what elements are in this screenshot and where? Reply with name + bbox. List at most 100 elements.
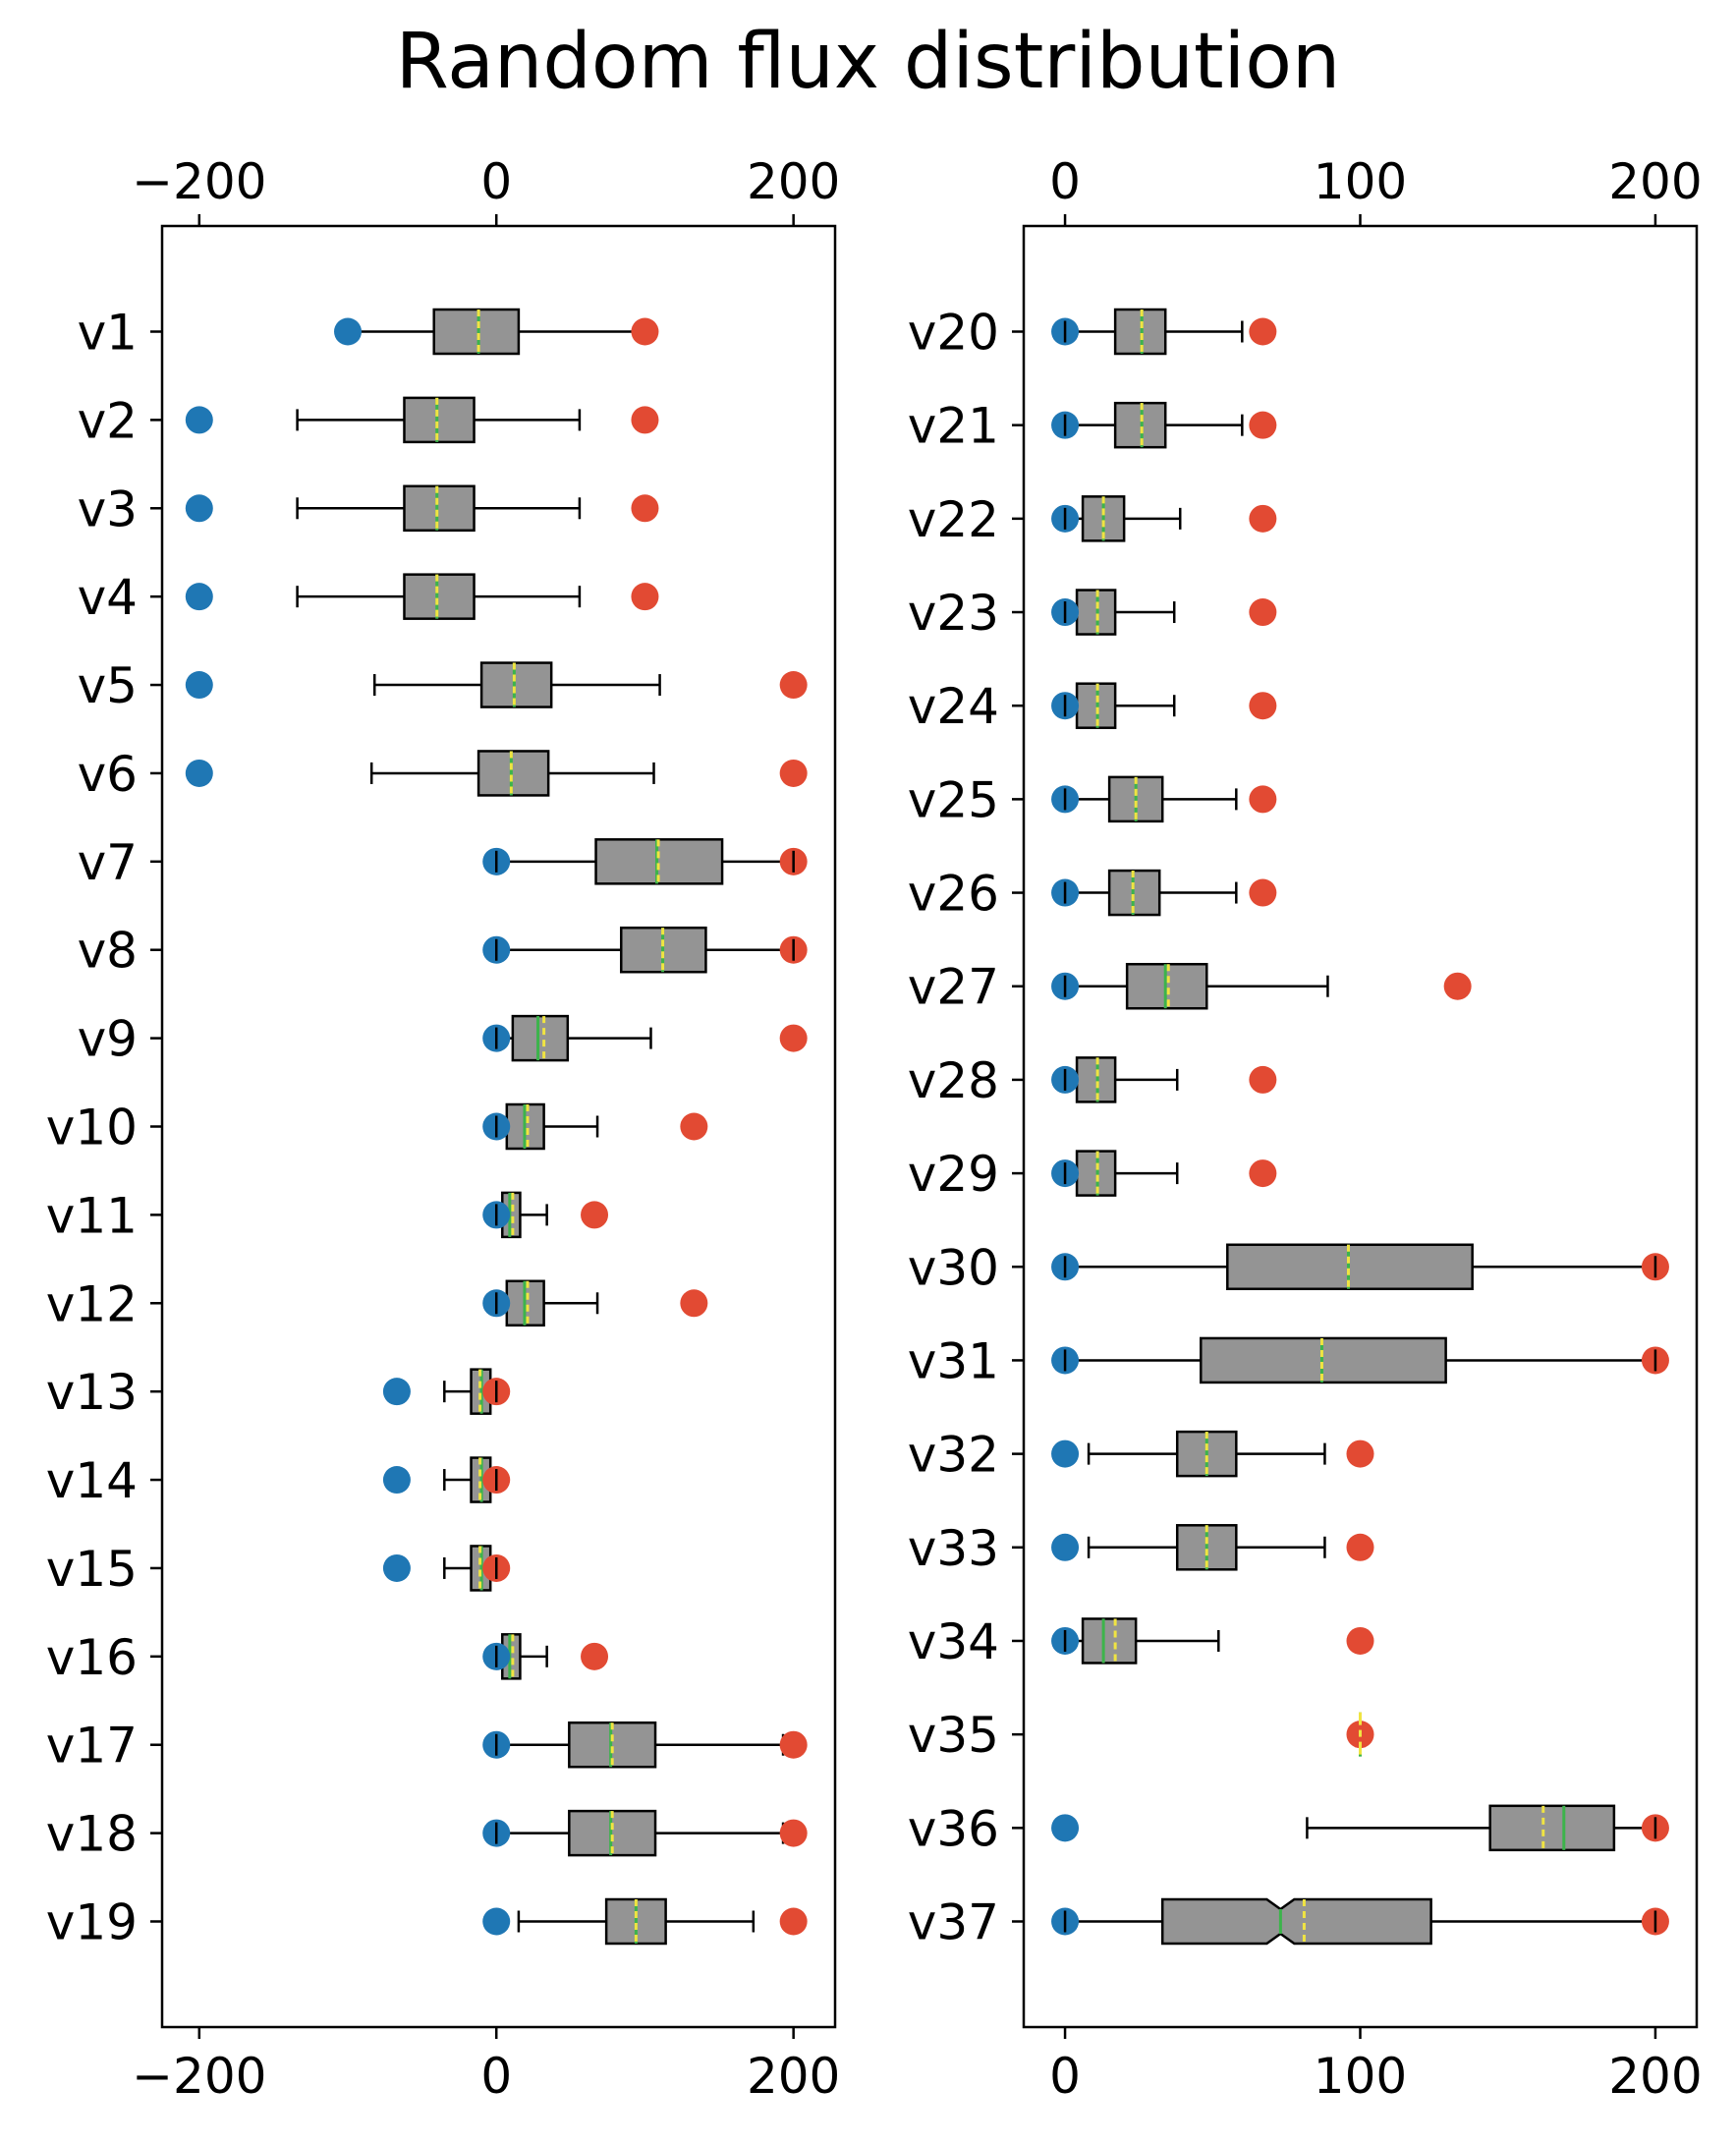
- min-marker: [1051, 1814, 1080, 1842]
- y-tick-label: v33: [908, 1520, 999, 1577]
- box: [403, 573, 476, 620]
- max-marker: [779, 1819, 808, 1847]
- box: [1081, 1617, 1138, 1665]
- y-tick-label: v29: [908, 1146, 999, 1203]
- box: [432, 308, 521, 356]
- y-tick-label: v12: [46, 1275, 138, 1332]
- box: [1226, 1243, 1474, 1291]
- x-tick-label-top: −200: [132, 153, 266, 210]
- y-tick-label: v15: [46, 1541, 138, 1598]
- box: [403, 396, 476, 444]
- y-tick-label: v7: [78, 834, 138, 891]
- min-marker: [185, 759, 213, 787]
- box: [1075, 589, 1117, 636]
- box: [1113, 308, 1167, 356]
- box: [1113, 401, 1167, 449]
- x-tick-label-top: 200: [1608, 153, 1702, 210]
- box: [511, 1014, 570, 1062]
- x-tick-label-top: 100: [1314, 153, 1407, 210]
- box: [1160, 1897, 1432, 1946]
- y-tick-label: v22: [908, 491, 999, 548]
- max-marker: [1346, 1626, 1374, 1655]
- max-marker: [1249, 598, 1277, 627]
- max-marker: [631, 583, 659, 611]
- y-tick-label: v36: [908, 1800, 999, 1857]
- min-marker: [482, 1907, 511, 1936]
- min-marker: [382, 1466, 411, 1495]
- y-tick-label: v18: [46, 1806, 138, 1863]
- y-tick-label: v14: [46, 1452, 138, 1509]
- max-marker: [581, 1201, 609, 1229]
- y-tick-label: v35: [908, 1707, 999, 1764]
- x-tick-label-bottom: 100: [1314, 2048, 1407, 2105]
- y-tick-label: v34: [908, 1613, 999, 1670]
- max-marker: [631, 406, 659, 434]
- y-tick-label: v17: [46, 1718, 138, 1775]
- max-marker: [1249, 878, 1277, 907]
- box: [1125, 962, 1208, 1010]
- max-marker: [779, 1907, 808, 1936]
- max-marker: [779, 759, 808, 787]
- x-tick-label-top: 0: [1049, 153, 1081, 210]
- x-tick-label-top: 0: [480, 153, 512, 210]
- min-marker: [1051, 1533, 1080, 1561]
- y-tick-label: v30: [908, 1239, 999, 1296]
- y-tick-label: v24: [908, 678, 999, 735]
- y-tick-label: v3: [78, 480, 138, 537]
- max-marker: [1249, 504, 1277, 533]
- max-marker: [1249, 785, 1277, 814]
- y-tick-label: v37: [908, 1894, 999, 1951]
- chart-title: Random flux distribution: [395, 18, 1341, 106]
- y-tick-label: v25: [908, 771, 999, 828]
- min-marker: [185, 671, 213, 700]
- x-tick-label-bottom: 200: [1608, 2048, 1702, 2105]
- y-tick-label: v2: [78, 392, 138, 449]
- max-marker: [1346, 1533, 1374, 1561]
- max-marker: [680, 1112, 708, 1141]
- x-tick-label-bottom: 0: [480, 2048, 512, 2105]
- max-marker: [1249, 1065, 1277, 1094]
- max-marker: [1346, 1439, 1374, 1468]
- box: [1075, 682, 1117, 729]
- y-tick-label: v28: [908, 1052, 999, 1109]
- min-marker: [382, 1553, 411, 1582]
- x-tick-label-bottom: −200: [132, 2048, 266, 2105]
- y-tick-label: v4: [78, 569, 138, 626]
- box: [1075, 1056, 1117, 1103]
- y-tick-label: v8: [78, 923, 138, 980]
- max-marker: [779, 671, 808, 700]
- box: [476, 750, 550, 797]
- y-tick-label: v9: [78, 1011, 138, 1068]
- box: [479, 661, 553, 708]
- y-tick-label: v26: [908, 866, 999, 923]
- y-tick-label: v16: [46, 1629, 138, 1686]
- max-marker: [1249, 411, 1277, 439]
- y-tick-label: v1: [78, 305, 138, 362]
- y-tick-label: v19: [46, 1894, 138, 1951]
- y-tick-label: v21: [908, 398, 999, 455]
- min-marker: [1051, 1439, 1080, 1468]
- min-marker: [185, 494, 213, 523]
- max-marker: [1249, 692, 1277, 720]
- max-marker: [680, 1289, 708, 1318]
- max-marker: [581, 1642, 609, 1670]
- box: [1488, 1804, 1616, 1852]
- box: [1107, 869, 1161, 917]
- y-tick-label: v20: [908, 305, 999, 362]
- y-tick-label: v32: [908, 1427, 999, 1484]
- y-tick-label: v31: [908, 1332, 999, 1389]
- box: [403, 484, 476, 533]
- max-marker: [779, 1730, 808, 1759]
- y-tick-label: v23: [908, 585, 999, 642]
- x-tick-label-bottom: 0: [1049, 2048, 1081, 2105]
- box: [1075, 1150, 1117, 1197]
- min-marker: [334, 317, 363, 346]
- y-tick-label: v27: [908, 959, 999, 1016]
- max-marker: [1249, 317, 1277, 346]
- max-marker: [1249, 1159, 1277, 1188]
- y-tick-label: v13: [46, 1364, 138, 1421]
- max-marker: [631, 494, 659, 523]
- max-marker: [1443, 972, 1472, 1000]
- y-tick-label: v5: [78, 657, 138, 714]
